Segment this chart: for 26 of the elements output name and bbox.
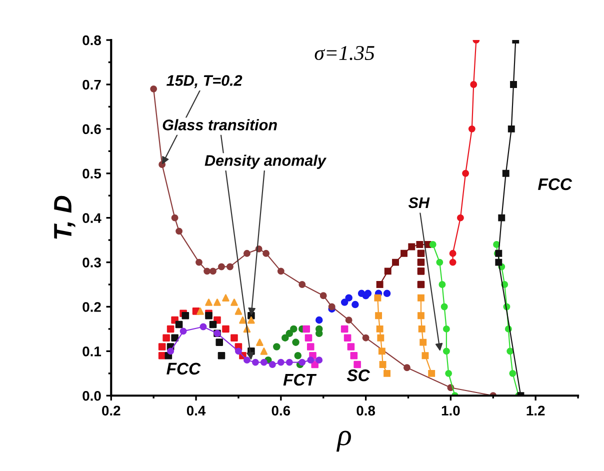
x-tick-label: 1.2 bbox=[526, 406, 545, 416]
y-tick-label: 0.4 bbox=[82, 213, 102, 224]
y-tick-label: 0.6 bbox=[82, 124, 101, 134]
x-tick-label: 0.8 bbox=[356, 406, 376, 416]
x-axis-title: ρ bbox=[336, 430, 351, 452]
annotation: FCC bbox=[538, 178, 572, 190]
y-tick-label: 0.7 bbox=[82, 80, 101, 90]
y-tick-label: 0.3 bbox=[82, 258, 101, 268]
x-tick-label: 0.2 bbox=[102, 406, 120, 416]
y-axis-title: T, D bbox=[54, 196, 76, 239]
annotation: FCT bbox=[283, 374, 317, 386]
annotation: SC bbox=[346, 369, 370, 382]
y-tick-label: 0.8 bbox=[82, 35, 101, 46]
annotation: SH bbox=[408, 197, 430, 208]
y-tick-label: 0.5 bbox=[82, 168, 102, 179]
x-tick-label: 1.0 bbox=[442, 406, 460, 416]
annotation: FCC bbox=[166, 362, 201, 375]
annotation: 15D, T=0.2 bbox=[166, 75, 242, 88]
annotation: Density anomaly bbox=[204, 154, 327, 169]
x-tick-label: 0.6 bbox=[272, 406, 290, 416]
annotation: Glass transition bbox=[162, 119, 277, 130]
y-tick-label: 0.2 bbox=[82, 302, 101, 312]
y-tick-label: 0.0 bbox=[82, 390, 101, 401]
x-tick-label: 0.4 bbox=[186, 406, 206, 416]
y-tick-label: 0.1 bbox=[82, 346, 102, 356]
chart-title: σ=1.35 bbox=[314, 46, 374, 60]
